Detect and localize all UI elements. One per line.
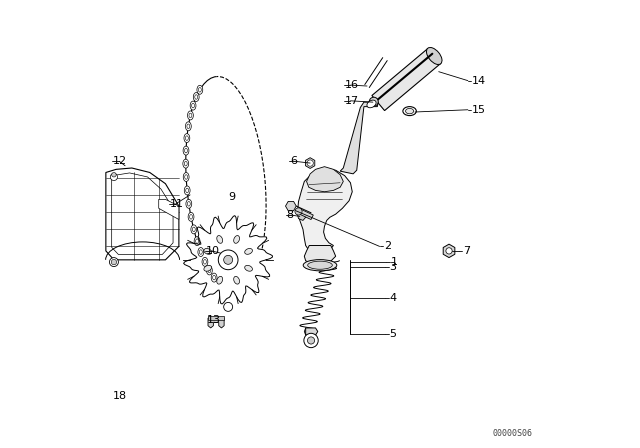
Polygon shape	[307, 167, 343, 192]
Text: 6: 6	[290, 156, 297, 166]
Ellipse shape	[187, 124, 190, 129]
Ellipse shape	[193, 93, 199, 102]
Ellipse shape	[211, 273, 217, 282]
Ellipse shape	[184, 186, 190, 195]
Ellipse shape	[189, 113, 192, 118]
Text: 17: 17	[344, 96, 359, 106]
Ellipse shape	[185, 175, 188, 179]
Text: 9: 9	[228, 192, 236, 202]
Ellipse shape	[190, 101, 196, 110]
Ellipse shape	[194, 237, 200, 246]
Bar	[208, 316, 224, 320]
Ellipse shape	[184, 148, 188, 153]
Circle shape	[111, 259, 116, 265]
Text: 1: 1	[391, 257, 398, 267]
Ellipse shape	[186, 188, 189, 193]
Circle shape	[224, 302, 233, 311]
Circle shape	[369, 97, 378, 106]
Circle shape	[304, 333, 318, 348]
Ellipse shape	[195, 95, 198, 99]
Ellipse shape	[183, 172, 189, 181]
Polygon shape	[306, 328, 317, 335]
Polygon shape	[340, 102, 378, 174]
Ellipse shape	[234, 236, 239, 243]
Ellipse shape	[199, 250, 202, 254]
Text: 8: 8	[287, 210, 294, 220]
Text: 13: 13	[207, 315, 221, 325]
Ellipse shape	[186, 136, 188, 140]
Ellipse shape	[191, 103, 195, 108]
Text: 3: 3	[389, 262, 396, 271]
Text: 4: 4	[389, 293, 397, 303]
Ellipse shape	[193, 227, 195, 232]
Ellipse shape	[186, 122, 191, 131]
Ellipse shape	[426, 47, 442, 65]
Polygon shape	[297, 208, 314, 220]
Text: 15: 15	[472, 105, 486, 115]
Ellipse shape	[308, 261, 332, 269]
Ellipse shape	[217, 276, 223, 284]
Ellipse shape	[212, 276, 216, 280]
Text: 12: 12	[113, 156, 127, 166]
Circle shape	[446, 248, 452, 254]
Polygon shape	[444, 244, 455, 258]
Ellipse shape	[188, 111, 193, 120]
Text: 11: 11	[170, 199, 184, 209]
Circle shape	[307, 160, 314, 166]
Text: 00000S06: 00000S06	[493, 429, 532, 438]
Text: 18: 18	[113, 392, 127, 401]
Ellipse shape	[208, 268, 211, 273]
Ellipse shape	[202, 257, 208, 266]
Ellipse shape	[188, 202, 190, 206]
Polygon shape	[208, 318, 224, 328]
Ellipse shape	[303, 260, 337, 271]
Ellipse shape	[217, 236, 223, 243]
Text: 10: 10	[205, 246, 220, 256]
Ellipse shape	[406, 108, 413, 114]
Ellipse shape	[234, 276, 239, 284]
Polygon shape	[305, 246, 335, 264]
Ellipse shape	[191, 225, 196, 234]
Ellipse shape	[184, 134, 190, 142]
Text: 7: 7	[463, 246, 470, 256]
Ellipse shape	[204, 259, 206, 264]
Ellipse shape	[198, 248, 204, 257]
Text: 14: 14	[472, 76, 486, 86]
Ellipse shape	[204, 265, 212, 271]
Text: 5: 5	[389, 329, 396, 339]
Circle shape	[295, 208, 302, 215]
Ellipse shape	[367, 100, 376, 108]
Ellipse shape	[403, 107, 416, 116]
Ellipse shape	[197, 85, 203, 94]
Ellipse shape	[198, 87, 202, 92]
Ellipse shape	[196, 239, 198, 243]
Ellipse shape	[183, 159, 189, 168]
Polygon shape	[106, 168, 179, 260]
Ellipse shape	[204, 249, 212, 254]
Polygon shape	[297, 208, 306, 220]
Circle shape	[109, 258, 118, 267]
Polygon shape	[305, 158, 315, 168]
Ellipse shape	[244, 249, 252, 254]
Circle shape	[111, 172, 116, 177]
Polygon shape	[184, 215, 273, 304]
Polygon shape	[298, 168, 352, 254]
Ellipse shape	[184, 161, 188, 166]
Circle shape	[218, 250, 238, 270]
Ellipse shape	[183, 146, 189, 155]
Ellipse shape	[188, 212, 194, 221]
Circle shape	[224, 255, 233, 264]
Polygon shape	[285, 202, 296, 211]
Polygon shape	[111, 173, 173, 254]
Text: 16: 16	[344, 80, 358, 90]
Polygon shape	[372, 48, 440, 111]
Ellipse shape	[207, 266, 212, 275]
Text: 2: 2	[384, 241, 391, 251]
Ellipse shape	[244, 265, 252, 271]
Ellipse shape	[186, 199, 192, 208]
Polygon shape	[159, 199, 179, 220]
Ellipse shape	[189, 215, 193, 219]
Circle shape	[110, 173, 118, 181]
Circle shape	[307, 337, 315, 344]
